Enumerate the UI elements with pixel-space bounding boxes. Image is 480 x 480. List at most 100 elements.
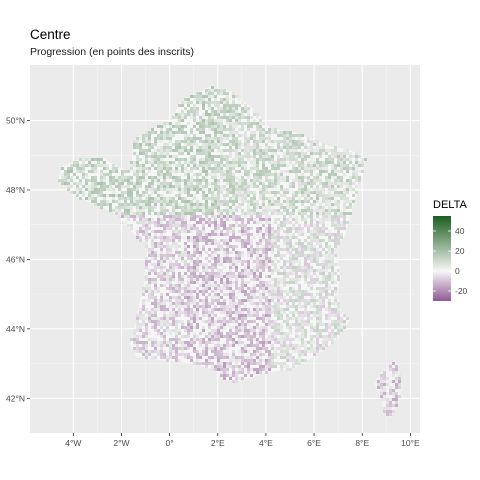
- commune-cell: [286, 212, 289, 215]
- commune-cell: [337, 218, 340, 221]
- commune-cell: [280, 266, 283, 269]
- commune-cell: [289, 227, 292, 230]
- commune-cell: [232, 368, 235, 371]
- commune-cell: [211, 362, 214, 365]
- commune-cell: [214, 218, 217, 221]
- commune-cell: [205, 197, 208, 200]
- commune-cell: [205, 149, 208, 152]
- commune-cell: [151, 251, 154, 254]
- commune-cell: [205, 362, 208, 365]
- commune-cell: [82, 176, 85, 179]
- commune-cell: [220, 239, 223, 242]
- commune-cell: [181, 140, 184, 143]
- commune-cell: [292, 299, 295, 302]
- commune-cell: [214, 320, 217, 323]
- commune-cell: [169, 137, 172, 140]
- commune-cell: [292, 155, 295, 158]
- commune-cell: [229, 335, 232, 338]
- commune-cell: [334, 203, 337, 206]
- commune-cell: [217, 263, 220, 266]
- commune-cell: [301, 296, 304, 299]
- commune-cell: [226, 362, 229, 365]
- commune-cell: [205, 119, 208, 122]
- commune-cell: [142, 194, 145, 197]
- commune-cell: [202, 185, 205, 188]
- commune-cell: [337, 179, 340, 182]
- commune-cell: [235, 161, 238, 164]
- commune-cell: [100, 194, 103, 197]
- commune-cell: [148, 188, 151, 191]
- commune-cell: [193, 197, 196, 200]
- commune-cell: [307, 272, 310, 275]
- commune-cell: [181, 152, 184, 155]
- commune-cell: [241, 179, 244, 182]
- commune-cell: [328, 188, 331, 191]
- commune-cell: [286, 245, 289, 248]
- commune-cell: [292, 203, 295, 206]
- commune-cell: [193, 224, 196, 227]
- commune-cell: [169, 311, 172, 314]
- commune-cell: [154, 137, 157, 140]
- commune-cell: [247, 362, 250, 365]
- commune-cell: [175, 149, 178, 152]
- commune-cell: [175, 326, 178, 329]
- commune-cell: [235, 377, 238, 380]
- commune-cell: [301, 353, 304, 356]
- commune-cell: [380, 398, 383, 401]
- commune-cell: [127, 206, 130, 209]
- commune-cell: [280, 287, 283, 290]
- commune-cell: [205, 155, 208, 158]
- commune-cell: [316, 332, 319, 335]
- commune-cell: [250, 125, 253, 128]
- commune-cell: [175, 218, 178, 221]
- commune-cell: [154, 317, 157, 320]
- commune-cell: [154, 308, 157, 311]
- commune-cell: [334, 149, 337, 152]
- commune-cell: [181, 206, 184, 209]
- commune-cell: [175, 194, 178, 197]
- commune-cell: [247, 155, 250, 158]
- commune-cell: [175, 242, 178, 245]
- commune-cell: [133, 200, 136, 203]
- commune-cell: [298, 344, 301, 347]
- commune-cell: [220, 92, 223, 95]
- commune-cell: [184, 347, 187, 350]
- commune-cell: [247, 272, 250, 275]
- commune-cell: [328, 251, 331, 254]
- commune-cell: [250, 338, 253, 341]
- commune-cell: [151, 323, 154, 326]
- commune-cell: [319, 182, 322, 185]
- commune-cell: [289, 341, 292, 344]
- commune-cell: [205, 347, 208, 350]
- commune-cell: [304, 275, 307, 278]
- commune-cell: [241, 101, 244, 104]
- commune-cell: [187, 356, 190, 359]
- commune-cell: [268, 275, 271, 278]
- commune-cell: [145, 332, 148, 335]
- commune-cell: [280, 326, 283, 329]
- commune-cell: [389, 410, 392, 413]
- commune-cell: [253, 176, 256, 179]
- commune-cell: [286, 152, 289, 155]
- commune-cell: [202, 158, 205, 161]
- commune-cell: [178, 299, 181, 302]
- commune-cell: [274, 356, 277, 359]
- commune-cell: [220, 317, 223, 320]
- commune-cell: [163, 218, 166, 221]
- commune-cell: [277, 212, 280, 215]
- commune-cell: [238, 143, 241, 146]
- commune-cell: [349, 182, 352, 185]
- commune-cell: [163, 311, 166, 314]
- commune-cell: [250, 149, 253, 152]
- commune-cell: [232, 224, 235, 227]
- commune-cell: [277, 347, 280, 350]
- commune-cell: [217, 350, 220, 353]
- commune-cell: [301, 338, 304, 341]
- commune-cell: [196, 257, 199, 260]
- commune-cell: [220, 230, 223, 233]
- commune-cell: [154, 323, 157, 326]
- commune-cell: [148, 161, 151, 164]
- commune-cell: [205, 359, 208, 362]
- commune-cell: [316, 254, 319, 257]
- commune-cell: [383, 407, 386, 410]
